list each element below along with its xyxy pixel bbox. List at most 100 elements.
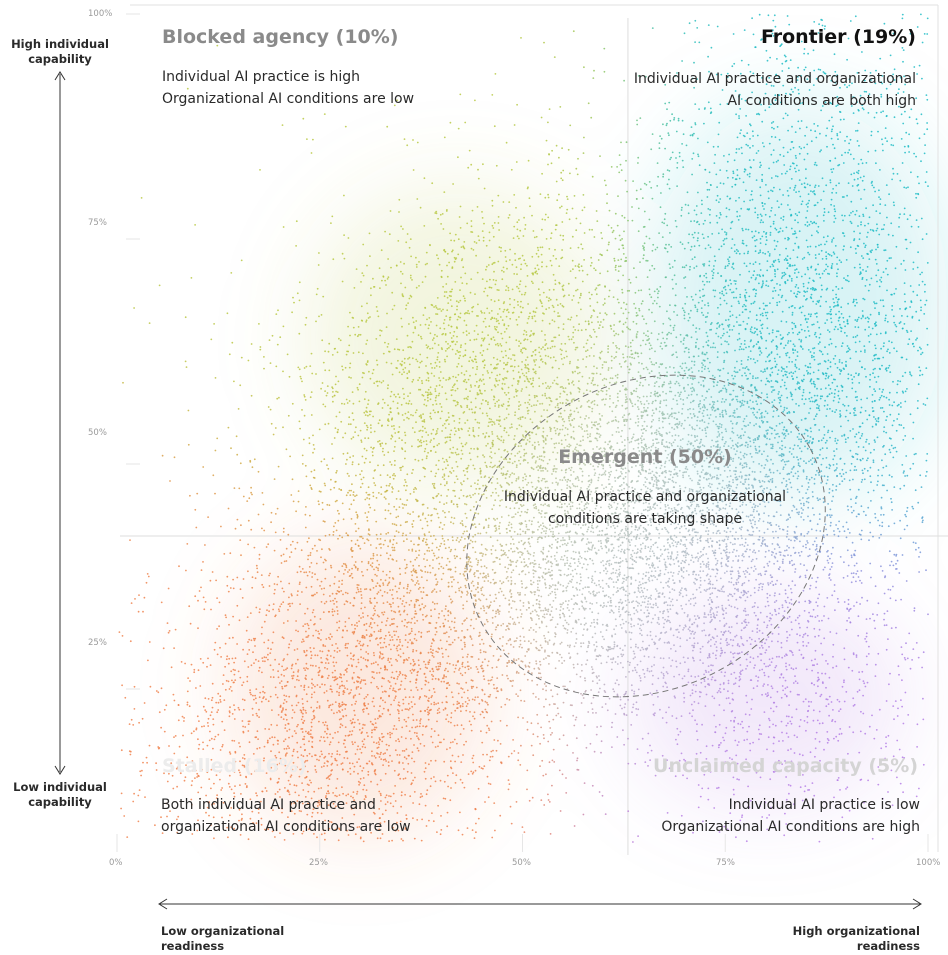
scatter-point xyxy=(441,213,444,215)
scatter-point xyxy=(607,345,610,348)
scatter-point xyxy=(542,734,545,736)
scatter-point xyxy=(454,404,457,407)
scatter-point xyxy=(399,648,402,650)
scatter-point xyxy=(200,786,203,789)
scatter-point xyxy=(532,377,534,380)
scatter-point xyxy=(400,225,402,228)
scatter-point xyxy=(445,379,447,381)
scatter-point xyxy=(364,437,366,439)
scatter-point xyxy=(277,670,279,673)
scatter-point xyxy=(433,486,436,489)
scatter-point xyxy=(431,654,434,657)
scatter-point xyxy=(496,435,499,438)
scatter-point xyxy=(566,399,569,402)
scatter-point xyxy=(545,689,547,692)
scatter-point xyxy=(535,460,537,462)
scatter-point xyxy=(381,442,384,445)
scatter-point xyxy=(333,665,335,667)
scatter-point xyxy=(528,494,531,497)
scatter-point xyxy=(332,534,335,536)
scatter-point xyxy=(331,608,334,611)
scatter-point xyxy=(357,351,360,354)
scatter-point xyxy=(543,41,545,44)
scatter-point xyxy=(495,318,498,320)
scatter-point xyxy=(203,608,206,611)
scatter-point xyxy=(443,760,446,763)
scatter-point xyxy=(391,291,394,294)
scatter-point xyxy=(447,720,450,723)
scatter-point xyxy=(637,371,640,373)
scatter-point xyxy=(362,743,365,746)
scatter-point xyxy=(160,816,162,819)
scatter-point xyxy=(548,322,551,325)
scatter-point xyxy=(363,798,366,801)
scatter-point xyxy=(488,256,491,259)
scatter-point xyxy=(434,396,437,399)
scatter-point xyxy=(252,637,255,640)
scatter-point xyxy=(439,521,442,524)
scatter-point xyxy=(498,460,501,463)
scatter-point xyxy=(518,459,520,462)
scatter-point xyxy=(554,429,557,432)
scatter-point xyxy=(407,512,409,515)
scatter-point xyxy=(526,650,528,653)
scatter-point xyxy=(191,769,194,772)
scatter-point xyxy=(406,591,409,594)
scatter-point xyxy=(303,667,305,670)
scatter-point xyxy=(639,188,642,191)
scatter-point xyxy=(360,648,362,651)
scatter-point xyxy=(471,310,474,313)
scatter-point xyxy=(285,753,287,756)
scatter-point xyxy=(353,671,355,674)
scatter-point xyxy=(329,488,332,491)
scatter-point xyxy=(492,517,495,520)
scatter-point xyxy=(580,329,583,332)
scatter-point xyxy=(618,320,621,323)
scatter-point xyxy=(507,639,510,642)
scatter-point xyxy=(475,254,477,257)
scatter-point xyxy=(290,802,293,805)
scatter-point xyxy=(491,445,494,448)
scatter-point xyxy=(471,757,474,760)
scatter-point xyxy=(451,696,454,698)
scatter-point xyxy=(532,629,535,631)
scatter-point xyxy=(369,316,371,318)
scatter-point xyxy=(354,753,357,755)
scatter-point xyxy=(445,631,448,634)
scatter-point xyxy=(155,762,158,765)
scatter-point xyxy=(280,711,283,713)
scatter-point xyxy=(467,395,469,398)
scatter-point xyxy=(398,567,401,570)
scatter-point xyxy=(635,312,638,314)
scatter-point xyxy=(437,217,439,220)
scatter-point xyxy=(321,675,323,677)
scatter-point xyxy=(249,798,252,801)
scatter-point xyxy=(531,354,534,357)
scatter-point xyxy=(391,639,394,641)
scatter-point xyxy=(339,705,342,708)
scatter-point xyxy=(422,413,424,415)
scatter-point xyxy=(661,331,664,334)
scatter-point xyxy=(316,811,319,814)
scatter-point xyxy=(349,456,351,459)
scatter-point xyxy=(523,380,526,383)
scatter-point xyxy=(422,725,424,727)
scatter-point xyxy=(363,738,366,741)
scatter-point xyxy=(394,800,397,802)
scatter-point xyxy=(458,417,461,420)
scatter-point xyxy=(444,250,447,253)
scatter-point xyxy=(314,754,317,757)
scatter-point xyxy=(580,405,583,407)
scatter-point xyxy=(271,334,274,337)
scatter-point xyxy=(238,742,240,744)
scatter-point xyxy=(497,739,499,742)
scatter-point xyxy=(479,469,482,472)
scatter-point xyxy=(486,280,488,283)
scatter-point xyxy=(517,383,519,385)
scatter-point xyxy=(498,308,501,310)
scatter-point xyxy=(407,709,410,711)
scatter-point xyxy=(371,565,374,568)
scatter-point xyxy=(484,658,486,661)
scatter-point xyxy=(362,476,365,479)
scatter-point xyxy=(163,730,166,733)
